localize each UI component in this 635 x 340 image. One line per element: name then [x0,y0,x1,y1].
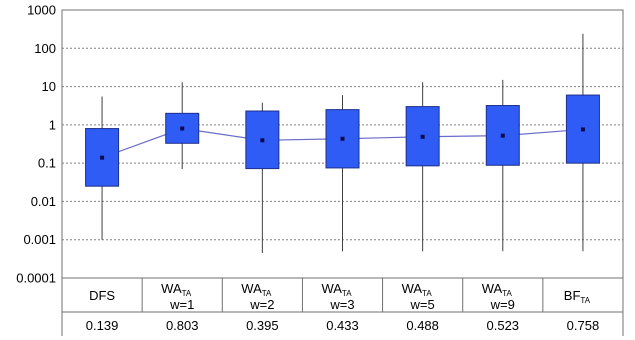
category-label: BFTA [564,288,591,305]
category-param-label: w=9 [490,297,515,312]
y-tick-label: 0.0001 [16,271,56,286]
box-6 [485,79,520,252]
category-label: WATA [482,281,513,298]
y-tick-label: 0.01 [31,194,56,209]
y-tick-label: 0.001 [23,232,56,247]
mean-value-label: 0.488 [406,318,439,333]
mean-value-label: 0.758 [567,318,600,333]
category-label: WATA [321,281,352,298]
y-tick-label: 100 [34,41,56,56]
category-param-label: w=2 [249,297,274,312]
category-subscript: TA [262,289,272,298]
mean-marker [580,127,585,132]
mean-marker [180,126,185,131]
mean-marker [420,134,425,139]
box-series [85,33,600,253]
category-subscript: TA [422,289,432,298]
category-subscript: TA [502,289,512,298]
mean-value-label: 0.395 [246,318,279,333]
y-tick-label: 1000 [27,3,56,18]
box-2 [165,82,200,170]
mean-value-label: 0.433 [326,318,359,333]
mean-marker [100,155,105,160]
y-tick-label: 1 [49,117,56,132]
category-table: DFS0.139WATAw=10.803WATAw=20.395WATAw=30… [86,281,599,333]
plot-area-border [61,9,624,279]
category-label: DFS [89,288,115,303]
mean-marker [340,136,345,141]
category-label: WATA [402,281,433,298]
mean-value-label: 0.803 [166,318,199,333]
plot-frame [61,9,624,336]
y-tick-label: 0.1 [38,156,56,171]
box-4 [325,95,360,252]
category-param-label: w=1 [169,297,194,312]
box-7 [565,33,600,252]
mean-value-label: 0.523 [487,318,520,333]
category-label: WATA [161,281,192,298]
box-3 [245,102,280,253]
y-axis-tick-labels: 1000 100 10 1 0.1 0.01 0.001 0.0001 [16,3,56,286]
mean-marker [260,138,265,143]
mean-value-label: 0.139 [86,318,119,333]
category-subscript: TA [580,296,590,305]
y-tick-label: 10 [42,79,56,94]
category-subscript: TA [182,289,192,298]
category-label: WATA [241,281,272,298]
category-subscript: TA [342,289,352,298]
box-1 [85,96,120,240]
box-5 [405,82,440,252]
mean-marker [500,133,505,138]
category-param-label: w=3 [329,297,354,312]
category-param-label: w=5 [410,297,435,312]
